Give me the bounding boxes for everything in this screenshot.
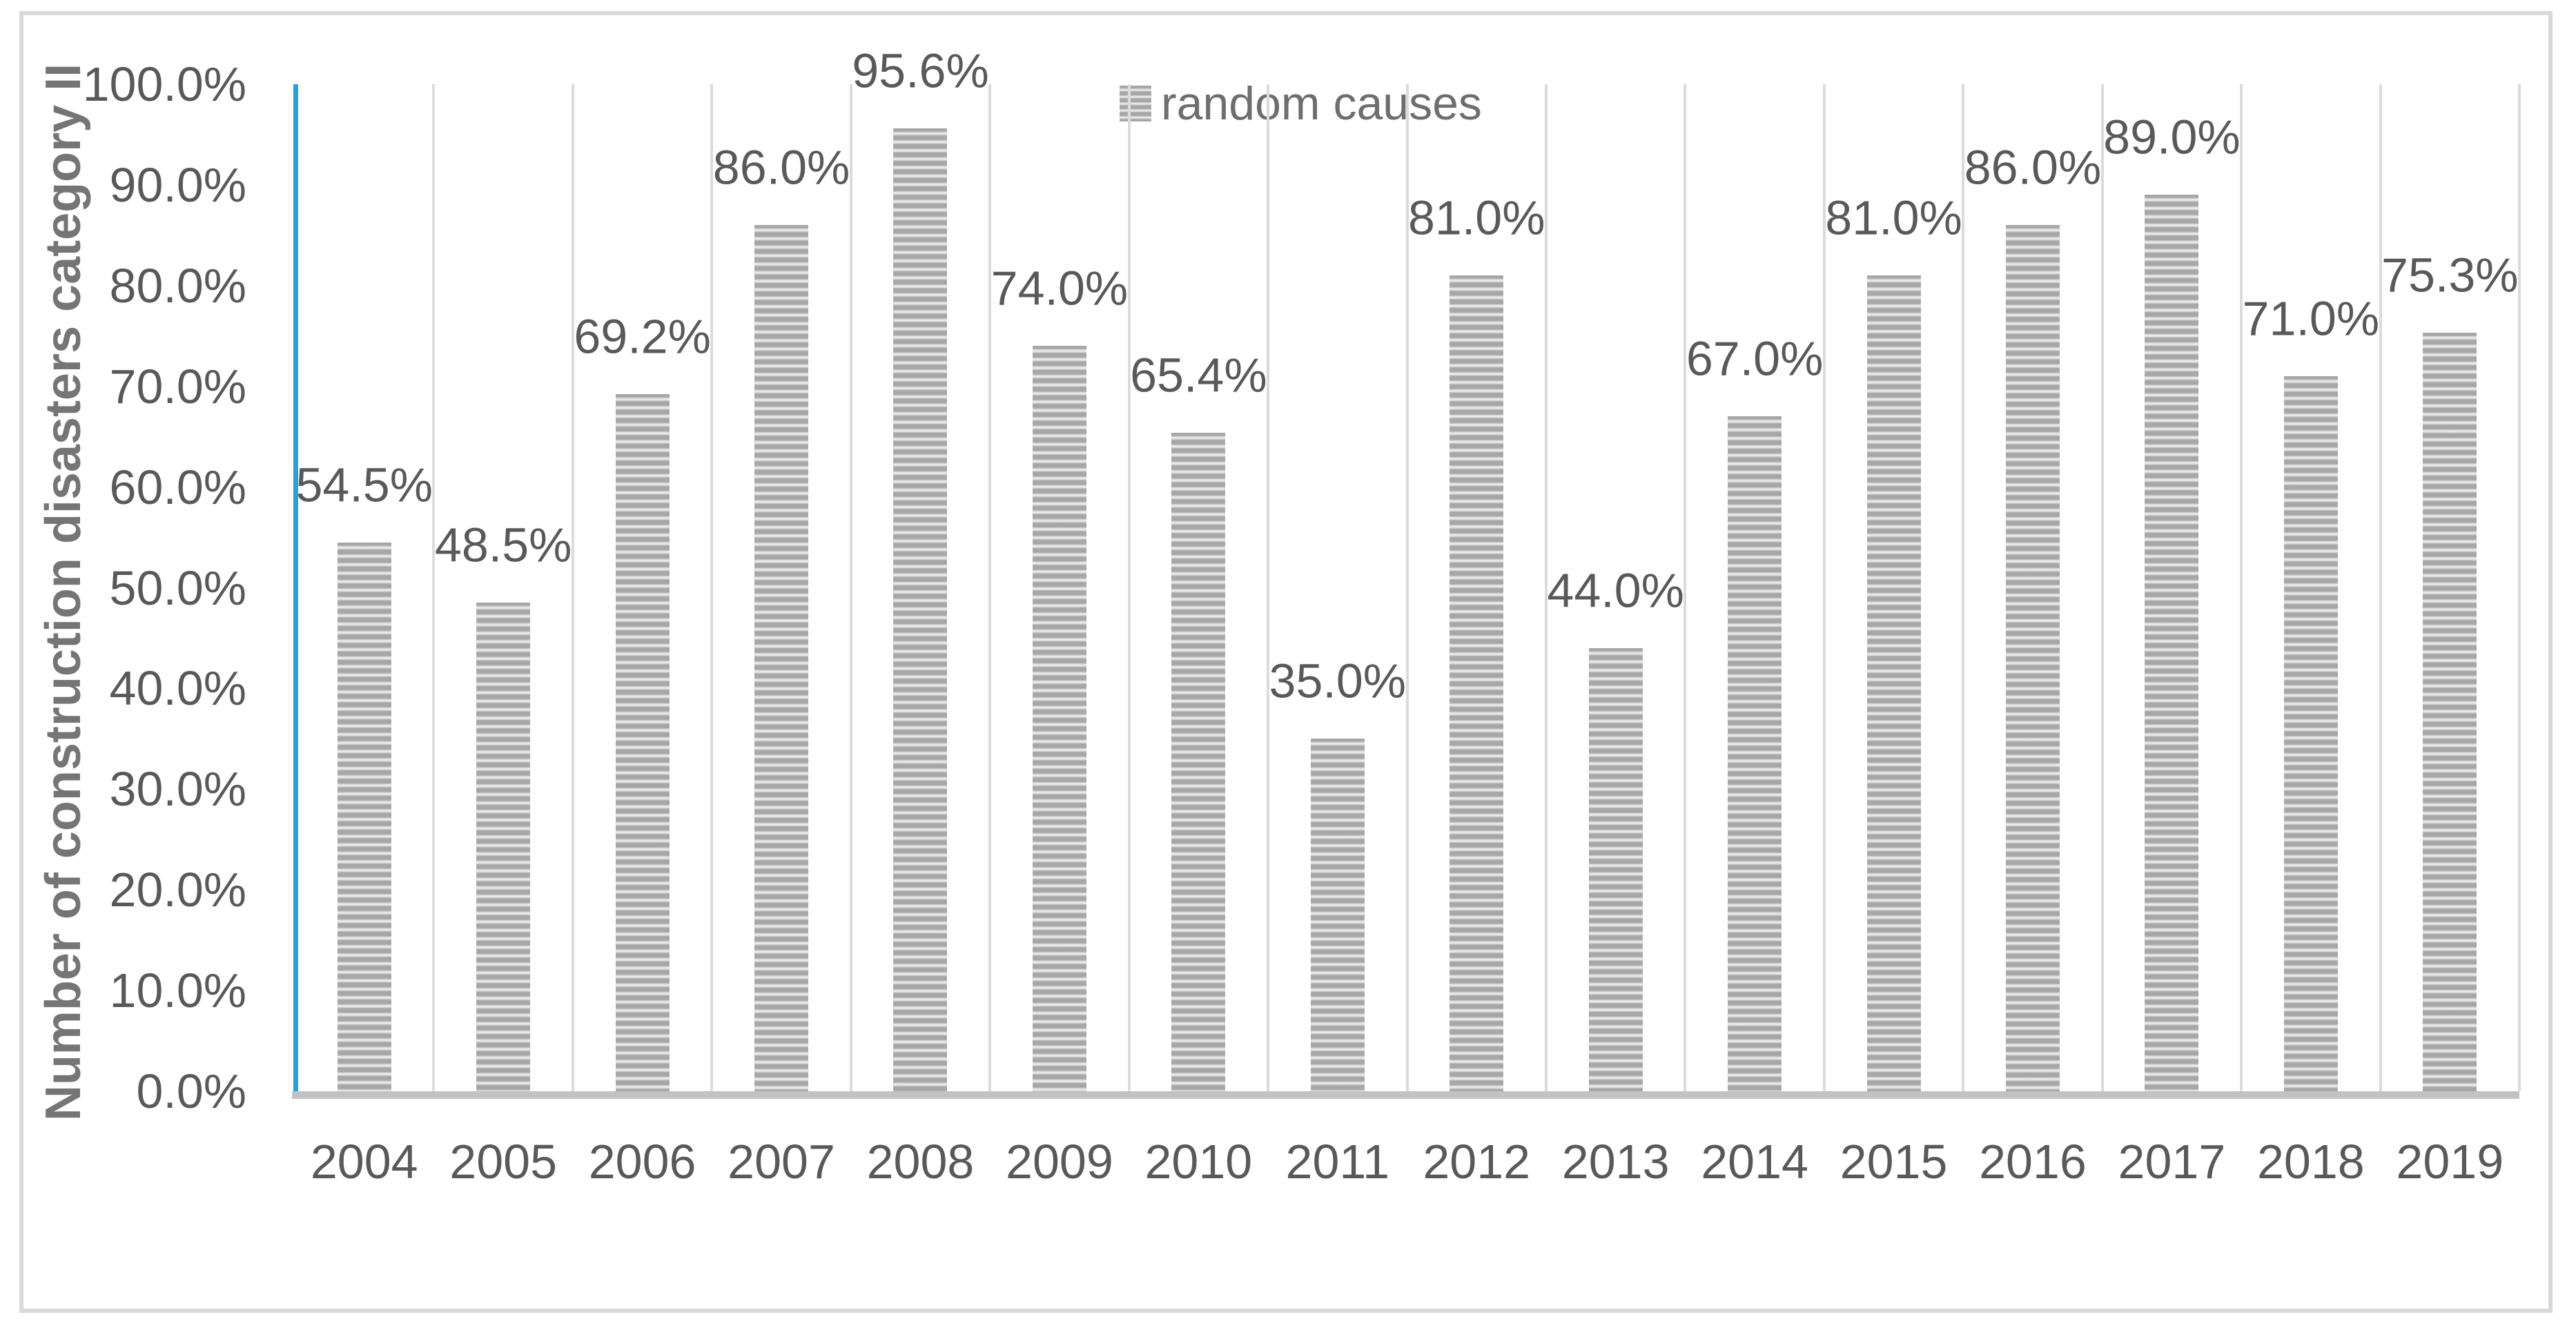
vertical-gridline xyxy=(1822,84,1826,1091)
vertical-gridline xyxy=(2240,84,2243,1091)
y-axis-line xyxy=(293,84,298,1097)
bar-2009 xyxy=(1032,346,1086,1091)
data-label-2012: 81.0% xyxy=(1407,191,1545,245)
bar-2016 xyxy=(2005,225,2060,1091)
legend: random causes xyxy=(1120,77,1482,130)
y-tick-label-60.0%: 60.0% xyxy=(109,460,246,514)
data-label-2006: 69.2% xyxy=(574,309,711,364)
bar-2017 xyxy=(2145,195,2199,1091)
vertical-gridline xyxy=(1962,84,1965,1091)
y-tick-label-50.0%: 50.0% xyxy=(109,560,246,615)
x-tick-label-2016: 2016 xyxy=(1979,1135,2087,1189)
x-tick-label-2019: 2019 xyxy=(2396,1135,2504,1189)
x-tick-label-2007: 2007 xyxy=(728,1135,835,1189)
bar-2013 xyxy=(1588,648,1643,1091)
data-label-2007: 86.0% xyxy=(712,140,850,195)
legend-label: random causes xyxy=(1161,77,1482,130)
data-label-2017: 89.0% xyxy=(2103,110,2241,164)
bar-2008 xyxy=(893,128,948,1091)
data-label-2018: 71.0% xyxy=(2242,291,2380,346)
vertical-gridline xyxy=(1684,84,1687,1091)
bar-2012 xyxy=(1450,275,1504,1091)
x-tick-label-2005: 2005 xyxy=(449,1135,558,1189)
vertical-gridline xyxy=(710,84,714,1091)
x-tick-label-2011: 2011 xyxy=(1285,1135,1390,1189)
x-tick-label-2017: 2017 xyxy=(2118,1135,2226,1189)
bar-2006 xyxy=(615,394,670,1091)
x-tick-label-2015: 2015 xyxy=(1840,1135,1948,1189)
bar-2014 xyxy=(1728,416,1782,1091)
y-tick-label-100.0%: 100.0% xyxy=(82,57,246,111)
data-label-2013: 44.0% xyxy=(1547,563,1684,618)
vertical-gridline xyxy=(1544,84,1548,1091)
y-tick-label-40.0%: 40.0% xyxy=(109,661,246,716)
data-label-2010: 65.4% xyxy=(1130,348,1267,402)
bar-2010 xyxy=(1171,432,1226,1091)
x-tick-label-2010: 2010 xyxy=(1144,1135,1253,1189)
data-label-2008: 95.6% xyxy=(852,43,989,98)
bar-2015 xyxy=(1866,275,1921,1091)
x-tick-label-2014: 2014 xyxy=(1701,1135,1808,1189)
data-label-2009: 74.0% xyxy=(991,261,1129,315)
x-axis-line xyxy=(292,1091,2519,1099)
vertical-gridline xyxy=(2100,84,2104,1091)
bar-2011 xyxy=(1310,739,1365,1091)
vertical-gridline xyxy=(1127,84,1131,1091)
x-tick-label-2008: 2008 xyxy=(866,1135,975,1189)
y-tick-label-90.0%: 90.0% xyxy=(109,157,246,212)
bar-2018 xyxy=(2283,376,2338,1091)
x-tick-label-2013: 2013 xyxy=(1561,1135,1670,1189)
data-label-2004: 54.5% xyxy=(295,458,433,512)
data-label-2016: 86.0% xyxy=(1964,140,2102,195)
vertical-gridline xyxy=(571,84,574,1091)
vertical-gridline xyxy=(2518,84,2521,1091)
vertical-gridline xyxy=(849,84,852,1091)
legend-swatch-striped-icon xyxy=(1120,86,1151,121)
bar-2019 xyxy=(2423,333,2477,1091)
y-tick-label-30.0%: 30.0% xyxy=(109,762,246,817)
data-label-2015: 81.0% xyxy=(1825,191,1962,245)
x-tick-label-2006: 2006 xyxy=(588,1135,696,1189)
vertical-gridline xyxy=(432,84,436,1091)
x-tick-label-2004: 2004 xyxy=(310,1135,418,1189)
bar-2004 xyxy=(337,542,391,1091)
vertical-gridline xyxy=(1267,84,1270,1091)
vertical-gridline xyxy=(988,84,992,1091)
y-tick-label-80.0%: 80.0% xyxy=(109,258,246,313)
data-label-2011: 35.0% xyxy=(1269,654,1407,708)
y-tick-label-10.0%: 10.0% xyxy=(109,964,246,1018)
x-tick-label-2009: 2009 xyxy=(1006,1135,1113,1189)
bar-2007 xyxy=(754,225,809,1091)
data-label-2019: 75.3% xyxy=(2381,248,2519,302)
x-tick-label-2012: 2012 xyxy=(1423,1135,1531,1189)
y-tick-label-70.0%: 70.0% xyxy=(109,359,246,413)
vertical-gridline xyxy=(1405,84,1409,1091)
bar-2005 xyxy=(476,603,531,1091)
vertical-gridline xyxy=(2379,84,2382,1091)
data-label-2005: 48.5% xyxy=(434,518,572,572)
y-tick-label-20.0%: 20.0% xyxy=(109,863,246,917)
y-tick-label-0.0%: 0.0% xyxy=(136,1064,246,1118)
data-label-2014: 67.0% xyxy=(1686,331,1824,386)
x-tick-label-2018: 2018 xyxy=(2256,1135,2365,1189)
